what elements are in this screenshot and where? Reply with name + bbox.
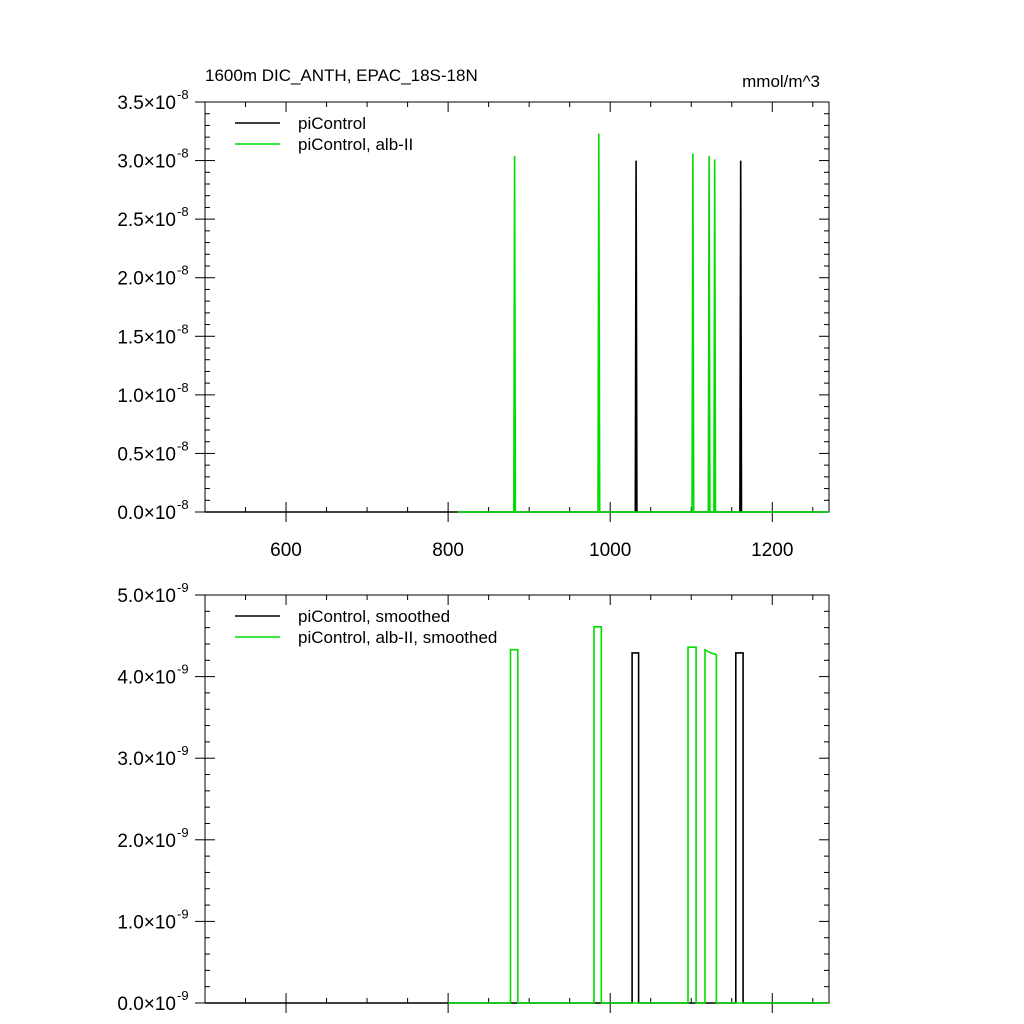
top-y-tick-label: 3.0×10 [117,152,176,173]
top-y-tick-label: 0.5×10 [117,444,176,465]
top-y-tick-label: 1.5×10 [117,327,176,348]
top-y-tick-exponent: -8 [177,380,189,395]
bottom-y-tick-label: 3.0×10 [117,749,176,770]
top-plot-frame [204,101,830,513]
top-y-tick-exponent: -8 [177,87,189,102]
top-y-tick-exponent: -8 [177,497,189,512]
top-y-tick-label: 2.5×10 [117,210,176,231]
top-y-tick-label: 0.0×10 [117,503,176,524]
bottom-y-tick-label: 1.0×10 [117,912,176,933]
top-y-tick-exponent: -8 [177,204,189,219]
top-y-tick-exponent: -8 [177,321,189,336]
bottom-y-tick-label: 5.0×10 [117,586,176,607]
top-y-tick-label: 3.5×10 [117,93,176,114]
bottom-y-tick-exponent: -9 [177,825,189,840]
bottom-y-tick-label: 0.0×10 [117,994,176,1015]
top-x-tick-label: 1000 [589,540,631,561]
bottom-legend-label-0: piControl, smoothed [298,607,450,626]
top-y-tick-exponent: -8 [177,263,189,278]
top-x-tick-label: 1200 [751,540,793,561]
bottom-y-tick-exponent: -9 [177,580,189,595]
bottom-y-tick-label: 4.0×10 [117,668,176,689]
top-y-tick-exponent: -8 [177,146,189,161]
bottom-y-tick-exponent: -9 [177,906,189,921]
top-x-tick-label: 800 [432,540,464,561]
top-series-line-1 [457,133,829,513]
bottom-y-tick-exponent: -9 [177,988,189,1003]
bottom-legend-label-1: piControl, alb-II, smoothed [298,628,497,647]
top-y-tick-label: 1.0×10 [117,386,176,407]
top-y-tick-label: 2.0×10 [117,269,176,290]
bottom-series-line-1 [448,625,829,1004]
top-y-tick-exponent: -8 [177,438,189,453]
bottom-y-tick-exponent: -9 [177,743,189,758]
bottom-y-tick-label: 2.0×10 [117,831,176,852]
chart-title: 1600m DIC_ANTH, EPAC_18S-18N [205,66,478,85]
bottom-panel: 0.0×10 -91.0×10 -92.0×10 -93.0×10 -94.0×10 -9… [117,580,830,1015]
chart-units: mmol/m^3 [742,72,820,91]
top-series-line-0 [205,160,829,513]
top-legend-label-1: piControl, alb-II [298,135,413,154]
top-legend-label-0: piControl [298,114,366,133]
bottom-y-tick-exponent: -9 [177,662,189,677]
top-x-tick-label: 600 [270,540,302,561]
